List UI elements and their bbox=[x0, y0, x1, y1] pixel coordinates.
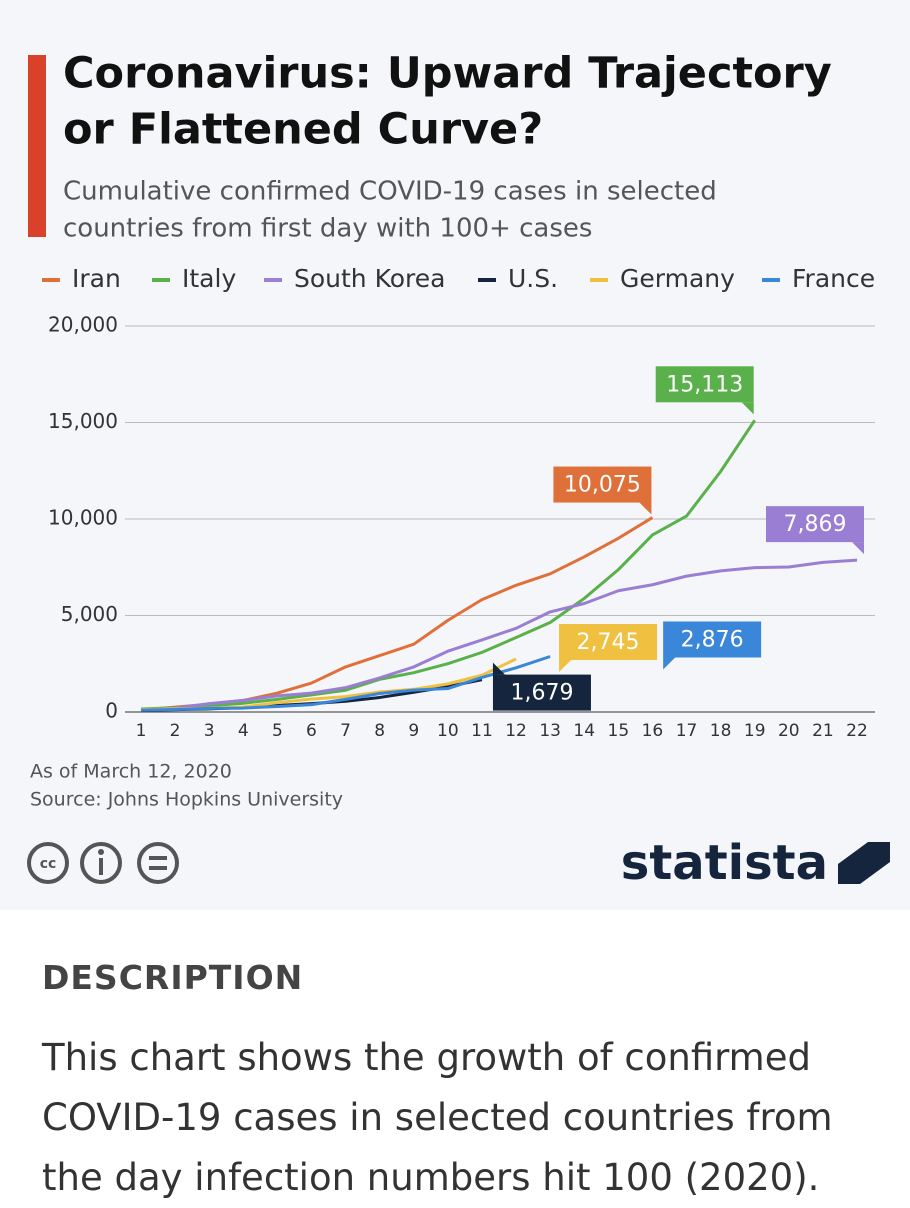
data-label-pointer bbox=[663, 657, 676, 670]
data-label-pointer bbox=[559, 660, 572, 673]
x-tick-label: 14 bbox=[573, 721, 595, 741]
x-tick-label: 16 bbox=[642, 721, 664, 741]
cc-text: cc bbox=[40, 856, 57, 872]
series-line bbox=[140, 655, 551, 712]
data-label-bg bbox=[492, 674, 591, 711]
chart-title: or Flattened Curve? bbox=[63, 105, 543, 155]
legend-label: France bbox=[792, 264, 875, 293]
legend-label: U.S. bbox=[508, 264, 558, 293]
x-tick-label: 17 bbox=[676, 721, 698, 741]
x-tick-label: 21 bbox=[812, 721, 834, 741]
data-label-bg bbox=[559, 624, 658, 661]
data-label: 10,075 bbox=[564, 473, 641, 498]
y-tick-label: 20,000 bbox=[48, 313, 118, 337]
data-label-bg bbox=[655, 366, 754, 403]
y-tick-label: 10,000 bbox=[48, 506, 118, 530]
data-label-box: 7,869 bbox=[766, 506, 864, 555]
data-label: 15,113 bbox=[666, 372, 743, 397]
brand-icon bbox=[838, 842, 890, 884]
data-label-box: 15,113 bbox=[655, 366, 754, 415]
data-label-box: 2,745 bbox=[559, 624, 658, 673]
note: As of March 12, 2020 bbox=[30, 761, 232, 783]
chart-subtitle: Cumulative confirmed COVID-19 cases in s… bbox=[63, 177, 717, 207]
x-tick-label: 5 bbox=[272, 721, 283, 741]
x-tick-label: 12 bbox=[505, 721, 527, 741]
x-tick-label: 8 bbox=[374, 721, 385, 741]
x-tick-label: 3 bbox=[204, 721, 215, 741]
description-text: This chart shows the growth of confirmed… bbox=[42, 1036, 833, 1199]
y-tick-label: 15,000 bbox=[48, 409, 118, 433]
y-tick-label: 5,000 bbox=[61, 602, 118, 626]
x-tick-label: 19 bbox=[744, 721, 766, 741]
data-label-pointer bbox=[492, 662, 505, 675]
description: DESCRIPTION This chart shows the growth … bbox=[0, 910, 910, 1200]
legend-label: South Korea bbox=[294, 264, 445, 293]
x-tick-label: 10 bbox=[437, 721, 459, 741]
data-label-bg bbox=[553, 466, 652, 503]
data-label: 2,876 bbox=[681, 627, 744, 652]
data-label: 2,745 bbox=[577, 630, 640, 655]
legend-label: Germany bbox=[620, 264, 735, 293]
x-tick-label: 11 bbox=[471, 721, 493, 741]
x-tick-label: 4 bbox=[238, 721, 249, 741]
data-label-bg bbox=[663, 621, 762, 658]
data-label-box: 2,876 bbox=[663, 621, 762, 670]
x-tick-label: 1 bbox=[136, 721, 147, 741]
x-tick-label: 15 bbox=[608, 721, 630, 741]
data-label-pointer bbox=[852, 542, 864, 555]
data-label-box: 10,075 bbox=[553, 466, 652, 515]
data-label-pointer bbox=[639, 502, 652, 515]
by-head bbox=[98, 849, 104, 855]
brand-logo: statista bbox=[621, 835, 828, 891]
legend-label: Italy bbox=[182, 264, 236, 293]
x-tick-label: 7 bbox=[340, 721, 351, 741]
data-label-bg bbox=[766, 506, 864, 543]
chart-background bbox=[0, 0, 910, 910]
x-tick-label: 13 bbox=[539, 721, 561, 741]
by-icon bbox=[80, 842, 122, 884]
x-tick-label: 20 bbox=[778, 721, 800, 741]
data-label: 7,869 bbox=[784, 512, 847, 537]
x-tick-label: 9 bbox=[408, 721, 419, 741]
y-tick-label: 0 bbox=[105, 699, 118, 723]
x-tick-label: 18 bbox=[710, 721, 732, 741]
chart-title: Coronavirus: Upward Trajectory bbox=[63, 49, 832, 99]
chart: Coronavirus: Upward Trajectory or Flatte… bbox=[0, 0, 910, 910]
cc-icon bbox=[27, 842, 69, 884]
x-tick-label: 6 bbox=[306, 721, 317, 741]
description-heading: DESCRIPTION bbox=[42, 958, 304, 997]
data-label: 1,679 bbox=[510, 681, 573, 706]
chart-subtitle: countries from first day with 100+ cases bbox=[63, 214, 592, 244]
legend-label: Iran bbox=[72, 264, 121, 293]
series-line bbox=[140, 558, 858, 712]
series-line bbox=[140, 419, 756, 711]
nd-icon bbox=[137, 842, 179, 884]
source: Source: Johns Hopkins University bbox=[30, 789, 343, 811]
title-accent bbox=[28, 55, 46, 237]
license-icons bbox=[27, 842, 179, 884]
x-tick-label: 22 bbox=[846, 721, 868, 741]
data-label-pointer bbox=[741, 402, 754, 415]
x-tick-label: 2 bbox=[170, 721, 181, 741]
data-label-box: 1,679 bbox=[492, 662, 591, 711]
